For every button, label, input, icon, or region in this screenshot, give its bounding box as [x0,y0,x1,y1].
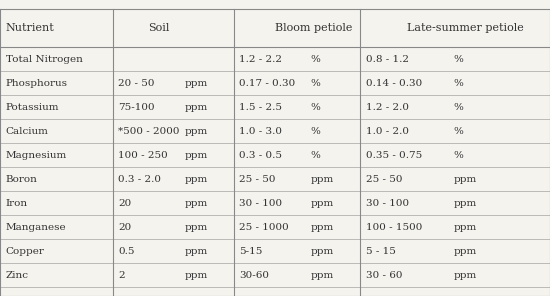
Text: 5-15: 5-15 [239,247,263,256]
Text: 0.8 - 1.2: 0.8 - 1.2 [366,55,409,64]
Text: %: % [311,79,321,88]
Text: Iron: Iron [6,199,28,208]
Text: 1.5 - 2.5: 1.5 - 2.5 [239,103,282,112]
Text: 1.2 - 2.2: 1.2 - 2.2 [239,55,282,64]
Text: Zinc: Zinc [6,271,29,280]
Text: ppm: ppm [454,175,477,184]
Text: Magnesium: Magnesium [6,151,67,160]
Text: 20: 20 [118,223,131,232]
Text: 25 - 50: 25 - 50 [366,175,402,184]
Text: ppm: ppm [311,175,334,184]
Text: Potassium: Potassium [6,103,59,112]
Text: ppm: ppm [311,223,334,232]
Text: %: % [311,55,321,64]
Text: 20 - 50: 20 - 50 [118,79,155,88]
Text: Boron: Boron [6,175,37,184]
Text: Late-summer petiole: Late-summer petiole [407,23,524,33]
Text: ppm: ppm [311,271,334,280]
Text: 75-100: 75-100 [118,103,155,112]
Text: 1.2 - 2.0: 1.2 - 2.0 [366,103,409,112]
Text: 30 - 100: 30 - 100 [366,199,409,208]
Text: 1.0 - 2.0: 1.0 - 2.0 [366,127,409,136]
Text: Calcium: Calcium [6,127,48,136]
Text: Total Nitrogen: Total Nitrogen [6,55,82,64]
Text: %: % [454,55,464,64]
Text: 0.14 - 0.30: 0.14 - 0.30 [366,79,422,88]
Text: %: % [311,127,321,136]
Text: 0.35 - 0.75: 0.35 - 0.75 [366,151,422,160]
Text: ppm: ppm [311,247,334,256]
Text: ppm: ppm [454,247,477,256]
Text: ppm: ppm [184,271,207,280]
Text: ppm: ppm [454,271,477,280]
Text: 5 - 15: 5 - 15 [366,247,395,256]
Text: 0.3 - 2.0: 0.3 - 2.0 [118,175,161,184]
Text: %: % [454,127,464,136]
Text: ppm: ppm [184,199,207,208]
Text: ppm: ppm [184,151,207,160]
Text: 100 - 250: 100 - 250 [118,151,168,160]
Text: 30-60: 30-60 [239,271,270,280]
Text: 30 - 60: 30 - 60 [366,271,402,280]
Text: 2: 2 [118,271,125,280]
Text: ppm: ppm [184,103,207,112]
Text: 25 - 50: 25 - 50 [239,175,276,184]
Text: ppm: ppm [454,199,477,208]
Text: ppm: ppm [184,223,207,232]
Text: 0.17 - 0.30: 0.17 - 0.30 [239,79,295,88]
Text: 25 - 1000: 25 - 1000 [239,223,289,232]
Text: ppm: ppm [184,79,207,88]
Text: 1.0 - 3.0: 1.0 - 3.0 [239,127,282,136]
Text: %: % [311,151,321,160]
Text: Nutrient: Nutrient [6,23,54,33]
Text: 0.5: 0.5 [118,247,135,256]
Text: 30 - 100: 30 - 100 [239,199,282,208]
Text: Soil: Soil [148,23,170,33]
Text: ppm: ppm [184,175,207,184]
Text: ppm: ppm [184,247,207,256]
Text: ppm: ppm [184,127,207,136]
Text: %: % [454,79,464,88]
Text: *500 - 2000: *500 - 2000 [118,127,180,136]
Text: Phosphorus: Phosphorus [6,79,68,88]
Text: Copper: Copper [6,247,45,256]
Text: %: % [454,103,464,112]
Text: ppm: ppm [454,223,477,232]
Text: Manganese: Manganese [6,223,66,232]
Text: Bloom petiole: Bloom petiole [275,23,353,33]
Text: 0.3 - 0.5: 0.3 - 0.5 [239,151,282,160]
Text: 100 - 1500: 100 - 1500 [366,223,422,232]
Text: %: % [454,151,464,160]
Text: 20: 20 [118,199,131,208]
Text: %: % [311,103,321,112]
Text: ppm: ppm [311,199,334,208]
